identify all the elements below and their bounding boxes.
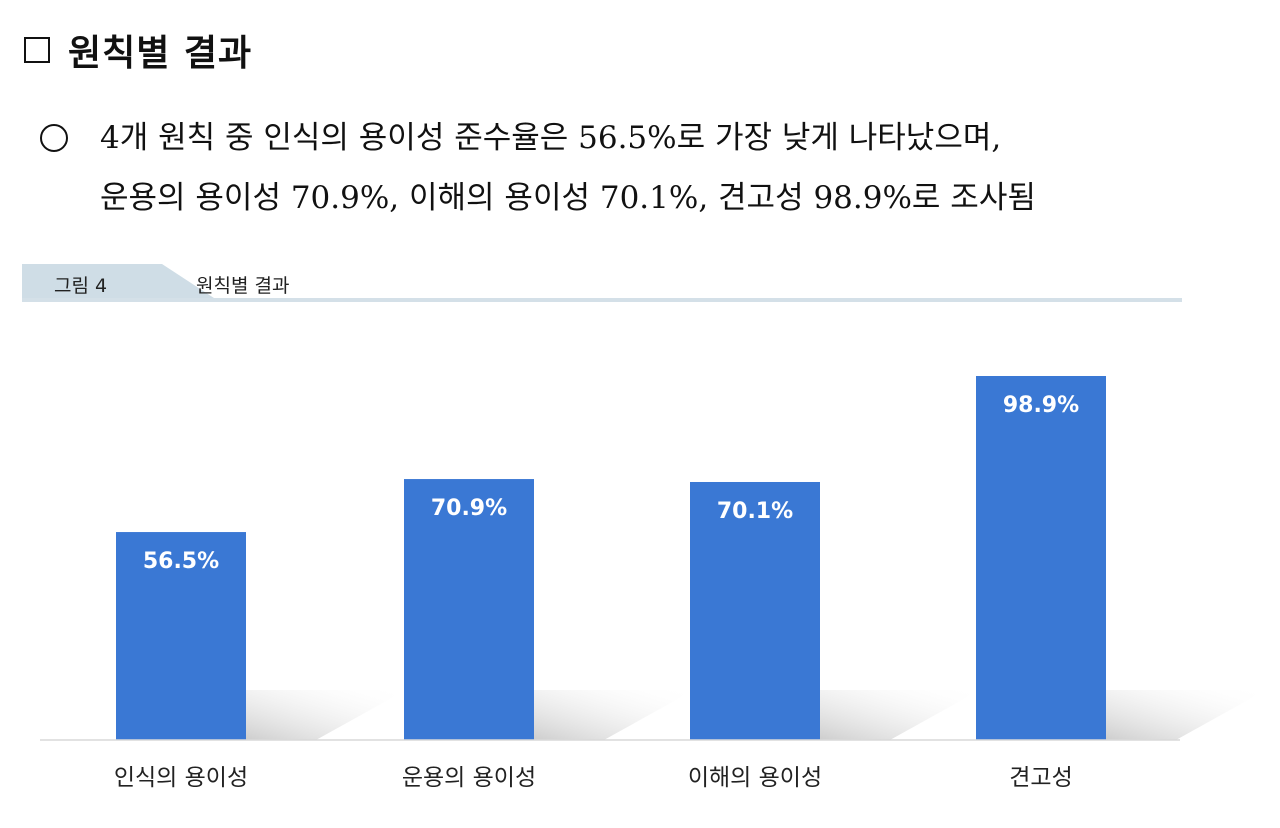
summary-text-1: 4개 원칙 중 인식의 용이성 준수율은 56.5%로 가장 낮게 나타났으며, [100,120,1002,156]
data-label: 56.5% [143,549,219,574]
summary-line-2: 운용의 용이성 70.9%, 이해의 용이성 70.1%, 견고성 98.9%로… [40,168,1270,228]
data-label: 70.1% [717,499,793,524]
figure-caption: 원칙별 결과 [196,275,290,297]
square-bullet-icon [24,37,50,63]
bar-2 [404,479,534,740]
bar-shadow [246,690,406,740]
bar-1 [116,532,246,740]
bar-shadow [820,690,980,740]
figure-header: 그림 4 원칙별 결과 [22,262,1182,304]
figure-rule [22,298,1182,302]
circle-bullet-icon [40,124,68,152]
category-label: 이해의 용이성 [688,765,822,791]
data-label: 98.9% [1003,393,1079,418]
category-label: 인식의 용이성 [114,765,248,791]
category-label: 견고성 [1009,765,1072,791]
section-title: 원칙별 결과 [24,24,252,76]
category-label: 운용의 용이성 [402,765,536,791]
summary-line-1: 4개 원칙 중 인식의 용이성 준수율은 56.5%로 가장 낮게 나타났으며, [40,108,1270,168]
bar-shadow [1106,690,1266,740]
bar-shadow [534,690,694,740]
bar-3 [690,481,820,740]
summary-text-2: 운용의 용이성 70.9%, 이해의 용이성 70.1%, 견고성 98.9%로… [100,180,1036,216]
data-label: 70.9% [431,496,507,521]
figure-label: 그림 4 [54,275,108,297]
section-title-text: 원칙별 결과 [68,33,253,74]
summary: 4개 원칙 중 인식의 용이성 준수율은 56.5%로 가장 낮게 나타났으며,… [40,108,1270,228]
bar-4 [976,376,1106,740]
